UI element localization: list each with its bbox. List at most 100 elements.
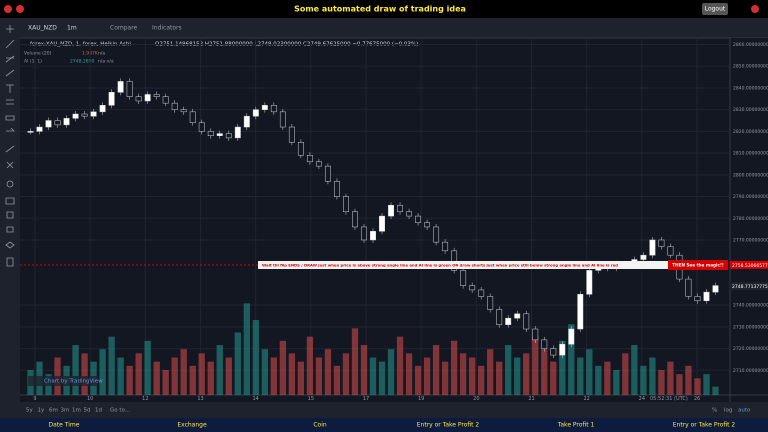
range-button[interactable]: 1m [72,408,81,414]
volume-bar [703,374,710,395]
annotation-text: Wait till flip ENDS / DRAW just when pri… [262,263,618,268]
volume-bar [360,345,368,395]
candle [667,246,674,256]
candle [442,241,449,252]
x-tick-label: 19 [418,396,424,402]
candle [333,181,340,197]
volume-bar [297,361,305,395]
candle [406,211,413,217]
volume-bar [432,345,440,395]
volume-bar [514,357,521,395]
footer-item[interactable]: Exchange [177,422,207,429]
volume-bar [487,349,494,395]
y-tick-label: 2800.00000000 [733,172,768,178]
volume-bar [577,357,584,395]
candle [559,343,566,356]
volume-bar [126,365,133,395]
range-button[interactable]: 1d [95,408,102,414]
candle [306,155,313,163]
icon[interactable] [4,5,12,13]
tool-icons[interactable] [5,25,15,267]
icon[interactable] [751,5,759,13]
page-title: Some automated draw of trading idea [294,5,466,14]
footer-item[interactable]: Entry or Take Profit 2 [417,422,480,429]
volume-bar [225,357,232,395]
icon[interactable] [16,5,24,13]
price-tag [730,282,768,291]
volume-bar [261,349,268,395]
highlight-text: THEN See the magic!! [672,263,724,268]
volume-bar [342,353,350,395]
volume-bar [414,365,422,395]
candle [135,96,142,102]
candle [415,215,422,223]
range-button[interactable]: 3m [61,408,70,414]
x-tick-label: 24 [639,396,645,402]
watermark-box[interactable] [28,376,98,386]
volume-bar [369,357,377,395]
range-button[interactable]: 6m [49,408,58,414]
logout-label[interactable]: Logout [705,6,726,13]
candle [568,328,575,345]
watermark[interactable]: Chart by TradingView [44,379,103,385]
candle [523,313,530,330]
candle [685,278,692,297]
y-tick-label: 2860.00000000 [733,42,768,48]
volume-bar [279,340,287,395]
symbol[interactable]: XAU_NZD [28,25,57,32]
y-tick-label: 2780.00000000 [733,216,768,222]
volume-bar [216,345,223,395]
auto-toggle[interactable]: auto [738,408,751,414]
footer-item[interactable]: Take Profit 1 [557,422,595,429]
volume-bar [162,370,169,395]
volume-bar [478,365,485,395]
legend-ai-value: 2748.2890 [70,59,94,65]
candle [252,109,259,117]
log-toggle[interactable]: log [724,408,732,414]
candle [117,81,124,93]
volume-bar [640,365,647,395]
range-button[interactable]: 5d [84,408,91,414]
range-button[interactable]: 5y [26,408,33,414]
footer-item[interactable]: Coin [313,422,327,429]
price-tag [730,260,768,269]
candle [370,231,376,241]
candle [424,222,431,228]
candle [460,270,467,286]
volume-bar [450,340,458,395]
volume-bar [180,349,187,395]
candle [397,204,403,212]
percent-toggle[interactable]: % [712,408,717,414]
top-toolbar [20,18,768,38]
candle [694,296,701,302]
volume-bar [72,345,79,395]
volume-bar [144,340,151,395]
logout-button[interactable] [702,3,728,15]
footer-item[interactable]: Date Time [49,422,80,429]
candle [297,141,304,156]
volume-bar [405,353,413,395]
volume-bar [270,357,278,395]
y-tick-label: 2720.00000000 [733,346,768,352]
candle [189,111,196,123]
goto[interactable]: Go to... [110,408,130,414]
volume-bar [568,324,575,395]
candle [261,105,268,110]
volume-bar [288,353,296,395]
interval[interactable]: 1m [67,25,77,32]
x-tick-label: 12 [142,396,148,402]
y-tick-label: 2740.00000000 [733,303,768,309]
volume-bar [586,349,593,395]
volume-bar [459,353,467,395]
compare[interactable]: Compare [110,25,138,32]
range-button[interactable]: 1y [38,408,45,414]
indicators[interactable]: Indicators [152,25,182,32]
x-tick-label: 14 [252,396,258,402]
candle [108,92,115,106]
candle [352,211,358,228]
candle [361,226,367,241]
x-tick-label: 17 [363,396,369,402]
price-tag-label: 2748.77137775 [732,284,768,290]
volume-bar [396,336,404,395]
footer-item[interactable]: Entry or Take Profit 2 [673,422,736,429]
